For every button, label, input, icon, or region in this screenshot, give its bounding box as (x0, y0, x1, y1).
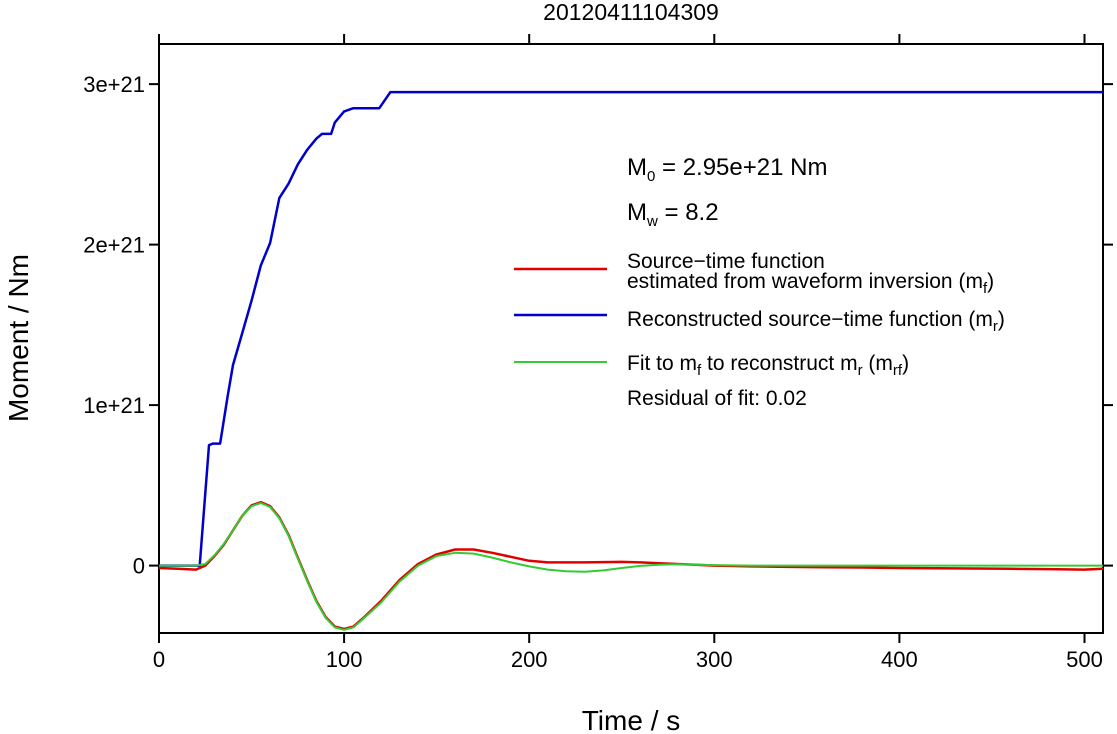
axis-ticks: 0 100 200 300 400 500 0 1e+21 2e+21 3e+21 (83, 34, 1113, 672)
y-tick-label: 3e+21 (83, 72, 145, 97)
x-tick-label: 300 (696, 647, 733, 672)
m0-annotation: M0 = 2.95e+21 Nm (627, 154, 827, 185)
x-tick-label: 100 (326, 647, 363, 672)
x-tick-label: 500 (1066, 647, 1103, 672)
y-tick-label: 1e+21 (83, 393, 145, 418)
x-tick-label: 0 (153, 647, 165, 672)
x-tick-label: 200 (511, 647, 548, 672)
mw-annotation: Mw = 8.2 (627, 199, 719, 230)
plot-frame (158, 43, 1104, 634)
legend-label-fit: Fit to mf to reconstruct mr (mrf) (627, 352, 909, 379)
legend-label-estimated: estimated from waveform inversion (mf) (627, 270, 994, 297)
series-layer (158, 90, 1104, 631)
y-axis-title: Moment / Nm (3, 254, 34, 422)
residual-annotation: Residual of fit: 0.02 (627, 387, 807, 410)
legend-label-estimated: Source−time function (627, 250, 825, 273)
y-tick-label: 0 (133, 554, 145, 579)
x-tick-label: 400 (881, 647, 918, 672)
y-tick-label: 2e+21 (83, 233, 145, 258)
annotation-layer: M0 = 2.95e+21 Nm Mw = 8.2 (627, 154, 827, 230)
legend-label-reconstructed: Reconstructed source−time function (mr) (627, 308, 1005, 335)
chart-title: 20120411104309 (543, 0, 719, 25)
series-line-fit (159, 502, 1103, 631)
x-axis-title: Time / s (582, 705, 681, 734)
series-line-reconstructed (159, 90, 1103, 567)
